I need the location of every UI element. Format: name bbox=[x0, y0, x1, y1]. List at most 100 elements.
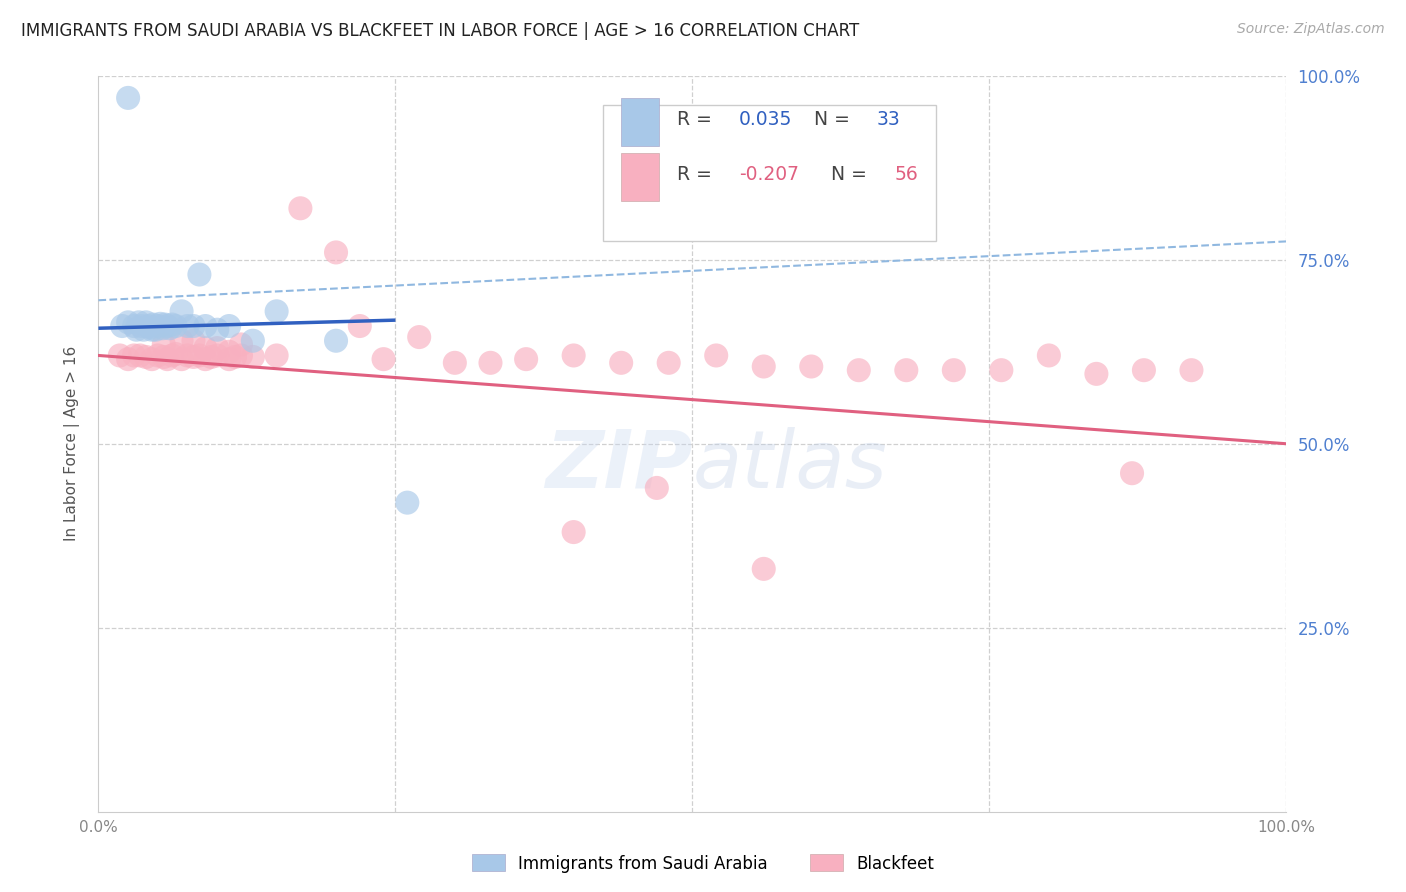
Point bbox=[207, 348, 229, 362]
Text: 56: 56 bbox=[894, 165, 918, 184]
Text: R =: R = bbox=[678, 165, 718, 184]
Point bbox=[141, 352, 163, 367]
Point bbox=[129, 318, 152, 333]
Legend: Immigrants from Saudi Arabia, Blackfeet: Immigrants from Saudi Arabia, Blackfeet bbox=[465, 847, 941, 880]
Point bbox=[1038, 348, 1060, 362]
Point bbox=[896, 363, 918, 377]
Point bbox=[117, 315, 139, 329]
Text: atlas: atlas bbox=[692, 427, 887, 505]
Point bbox=[160, 318, 183, 332]
Point bbox=[125, 323, 148, 337]
Point bbox=[188, 348, 211, 362]
Point bbox=[752, 359, 775, 374]
FancyBboxPatch shape bbox=[621, 153, 659, 201]
Point bbox=[562, 524, 585, 539]
Point bbox=[117, 91, 139, 105]
Point bbox=[207, 341, 229, 355]
Point bbox=[396, 496, 419, 510]
FancyBboxPatch shape bbox=[621, 98, 659, 145]
Text: N =: N = bbox=[831, 165, 873, 184]
Point bbox=[170, 304, 193, 318]
Point bbox=[108, 348, 131, 362]
Point bbox=[242, 350, 264, 364]
Point bbox=[194, 318, 217, 333]
Point bbox=[218, 318, 240, 333]
Point bbox=[645, 481, 668, 495]
Point bbox=[159, 321, 181, 335]
Point bbox=[800, 359, 823, 374]
Point bbox=[479, 356, 502, 370]
Point bbox=[349, 318, 371, 333]
Point bbox=[942, 363, 965, 377]
Point bbox=[848, 363, 870, 377]
Point bbox=[325, 334, 347, 348]
Point bbox=[128, 315, 150, 329]
Point bbox=[266, 348, 288, 362]
Point bbox=[141, 323, 163, 337]
Point bbox=[135, 315, 157, 329]
Point bbox=[152, 337, 174, 351]
Point bbox=[165, 347, 187, 361]
Point bbox=[658, 356, 681, 370]
Point bbox=[1121, 466, 1143, 480]
Text: R =: R = bbox=[678, 110, 718, 129]
Point bbox=[1085, 367, 1108, 381]
Point bbox=[170, 352, 193, 367]
Point bbox=[704, 348, 727, 362]
Point bbox=[242, 334, 264, 348]
Point bbox=[224, 350, 246, 364]
Text: -0.207: -0.207 bbox=[738, 165, 799, 184]
Point bbox=[200, 350, 222, 364]
Text: ZIP: ZIP bbox=[546, 427, 692, 505]
Point bbox=[129, 348, 152, 362]
Point bbox=[176, 318, 198, 333]
FancyBboxPatch shape bbox=[603, 105, 936, 242]
Point bbox=[515, 352, 537, 367]
Point bbox=[229, 337, 252, 351]
Point bbox=[183, 318, 205, 333]
Point bbox=[117, 352, 139, 367]
Point bbox=[194, 352, 217, 367]
Point bbox=[444, 356, 467, 370]
Point bbox=[290, 202, 312, 216]
Point bbox=[153, 318, 176, 332]
Point bbox=[562, 348, 585, 362]
Point bbox=[122, 348, 145, 362]
Point bbox=[132, 323, 155, 337]
Point bbox=[408, 330, 430, 344]
Point bbox=[1180, 363, 1202, 377]
Point bbox=[135, 350, 157, 364]
Point bbox=[183, 350, 205, 364]
Point bbox=[218, 344, 240, 359]
Point bbox=[152, 321, 174, 335]
Point bbox=[139, 320, 162, 334]
Point bbox=[325, 245, 347, 260]
Point bbox=[170, 334, 193, 348]
Point bbox=[1133, 363, 1156, 377]
Point bbox=[990, 363, 1012, 377]
Point bbox=[156, 318, 179, 333]
Point bbox=[610, 356, 633, 370]
Point bbox=[207, 323, 229, 337]
Point bbox=[165, 318, 187, 333]
Point bbox=[146, 318, 169, 333]
Y-axis label: In Labor Force | Age > 16: In Labor Force | Age > 16 bbox=[63, 346, 80, 541]
Text: Source: ZipAtlas.com: Source: ZipAtlas.com bbox=[1237, 22, 1385, 37]
Text: 33: 33 bbox=[876, 110, 900, 129]
Point bbox=[152, 350, 174, 364]
Point bbox=[229, 348, 252, 362]
Text: IMMIGRANTS FROM SAUDI ARABIA VS BLACKFEET IN LABOR FORCE | AGE > 16 CORRELATION : IMMIGRANTS FROM SAUDI ARABIA VS BLACKFEE… bbox=[21, 22, 859, 40]
Point bbox=[218, 352, 240, 367]
Point bbox=[111, 318, 134, 333]
Point bbox=[176, 348, 198, 362]
Point bbox=[160, 348, 183, 362]
Point bbox=[122, 318, 145, 333]
Point bbox=[752, 562, 775, 576]
Text: 0.035: 0.035 bbox=[738, 110, 792, 129]
Text: N =: N = bbox=[814, 110, 855, 129]
Point bbox=[145, 323, 167, 337]
Point bbox=[266, 304, 288, 318]
Point bbox=[142, 318, 165, 332]
Point bbox=[194, 341, 217, 355]
Point bbox=[373, 352, 395, 367]
